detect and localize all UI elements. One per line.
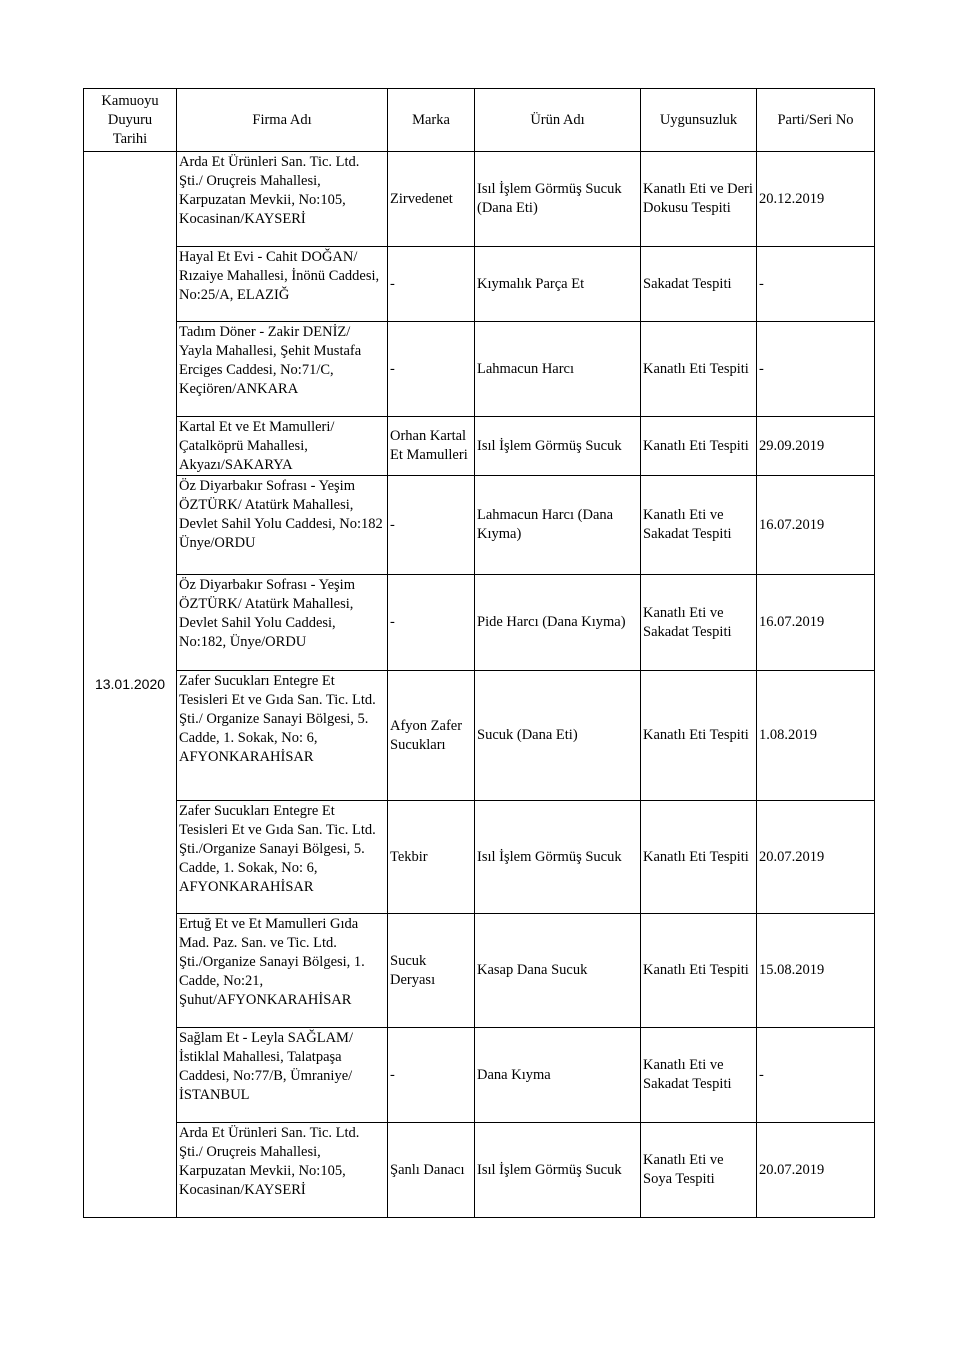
- cell-uygunsuzluk: Kanatlı Eti ve Soya Tespiti: [640, 1122, 757, 1218]
- header-marka: Marka: [387, 88, 475, 152]
- cell-marka: Şanlı Danacı: [387, 1122, 475, 1218]
- cell-uygunsuzluk: Kanatlı Eti ve Sakadat Tespiti: [640, 574, 757, 671]
- table-row: Kartal Et ve Et Mamulleri/ Çatalköprü Ma…: [84, 416, 875, 476]
- header-row: Kamuoyu Duyuru Tarihi Firma Adı Marka Ür…: [83, 88, 875, 152]
- table-row: Hayal Et Evi - Cahit DOĞAN/ Rızaiye Maha…: [84, 246, 875, 322]
- cell-marka: Tekbir: [387, 800, 475, 914]
- cell-parti: 16.07.2019: [756, 475, 875, 575]
- cell-uygunsuzluk: Kanatlı Eti Tespiti: [640, 800, 757, 914]
- cell-parti: 1.08.2019: [756, 670, 875, 801]
- table-row: Zafer Sucukları Entegre Et Tesisleri Et …: [84, 800, 875, 914]
- table-row: Öz Diyarbakır Sofrası - Yeşim ÖZTÜRK/ At…: [84, 574, 875, 671]
- cell-parti: 15.08.2019: [756, 913, 875, 1028]
- cell-uygunsuzluk: Kanatlı Eti Tespiti: [640, 913, 757, 1028]
- cell-parti: -: [756, 1027, 875, 1123]
- cell-firma: Arda Et Ürünleri San. Tic. Ltd. Şti./ Or…: [176, 1122, 388, 1218]
- header-uygunsuzluk: Uygunsuzluk: [640, 88, 757, 152]
- cell-firma: Arda Et Ürünleri San. Tic. Ltd. Şti./ Or…: [176, 151, 388, 247]
- table-row: 13.01.2020 Arda Et Ürünleri San. Tic. Ltd…: [83, 151, 875, 1218]
- cell-firma: Tadım Döner - Zakir DENİZ/ Yayla Mahalle…: [176, 321, 388, 417]
- cell-firma: Zafer Sucukları Entegre Et Tesisleri Et …: [176, 670, 388, 801]
- cell-urun: Kıymalık Parça Et: [474, 246, 641, 322]
- cell-urun: Lahmacun Harcı (Dana Kıyma): [474, 475, 641, 575]
- cell-marka: Orhan Kartal Et Mamulleri: [387, 416, 475, 476]
- cell-marka: Zirvedenet: [387, 151, 475, 247]
- cell-uygunsuzluk: Kanatlı Eti ve Sakadat Tespiti: [640, 1027, 757, 1123]
- cell-firma: Öz Diyarbakır Sofrası - Yeşim ÖZTÜRK/ At…: [176, 475, 388, 575]
- cell-parti: -: [756, 246, 875, 322]
- cell-marka: Sucuk Deryası: [387, 913, 475, 1028]
- cell-uygunsuzluk: Kanatlı Eti ve Deri Dokusu Tespiti: [640, 151, 757, 247]
- announcement-date: 13.01.2020: [83, 151, 177, 1218]
- cell-urun: Isıl İşlem Görmüş Sucuk: [474, 1122, 641, 1218]
- header-parti: Parti/Seri No: [756, 88, 875, 152]
- cell-uygunsuzluk: Kanatlı Eti ve Sakadat Tespiti: [640, 475, 757, 575]
- header-firma: Firma Adı: [176, 88, 388, 152]
- cell-firma: Zafer Sucukları Entegre Et Tesisleri Et …: [176, 800, 388, 914]
- cell-uygunsuzluk: Kanatlı Eti Tespiti: [640, 416, 757, 476]
- table-row: Ertuğ Et ve Et Mamulleri Gıda Mad. Paz. …: [84, 913, 875, 1028]
- header-date: Kamuoyu Duyuru Tarihi: [83, 88, 177, 152]
- table-row: Zafer Sucukları Entegre Et Tesisleri Et …: [84, 670, 875, 801]
- cell-parti: -: [756, 321, 875, 417]
- cell-uygunsuzluk: Kanatlı Eti Tespiti: [640, 670, 757, 801]
- cell-urun: Isıl İşlem Görmüş Sucuk: [474, 800, 641, 914]
- cell-urun: Kasap Dana Sucuk: [474, 913, 641, 1028]
- cell-parti: 16.07.2019: [756, 574, 875, 671]
- cell-parti: 29.09.2019: [756, 416, 875, 476]
- cell-firma: Ertuğ Et ve Et Mamulleri Gıda Mad. Paz. …: [176, 913, 388, 1028]
- cell-urun: Dana Kıyma: [474, 1027, 641, 1123]
- cell-urun: Isıl İşlem Görmüş Sucuk: [474, 416, 641, 476]
- cell-marka: -: [387, 1027, 475, 1123]
- cell-urun: Pide Harcı (Dana Kıyma): [474, 574, 641, 671]
- cell-parti: 20.07.2019: [756, 1122, 875, 1218]
- cell-urun: Isıl İşlem Görmüş Sucuk (Dana Eti): [474, 151, 641, 247]
- cell-firma: Kartal Et ve Et Mamulleri/ Çatalköprü Ma…: [176, 416, 388, 476]
- cell-marka: Afyon Zafer Sucukları: [387, 670, 475, 801]
- cell-marka: -: [387, 246, 475, 322]
- cell-parti: 20.12.2019: [756, 151, 875, 247]
- cell-uygunsuzluk: Kanatlı Eti Tespiti: [640, 321, 757, 417]
- header-urun: Ürün Adı: [474, 88, 641, 152]
- recall-table: Kamuoyu Duyuru Tarihi Firma Adı Marka Ür…: [83, 88, 875, 1218]
- cell-urun: Sucuk (Dana Eti): [474, 670, 641, 801]
- cell-parti: 20.07.2019: [756, 800, 875, 914]
- cell-marka: -: [387, 321, 475, 417]
- table-row: Öz Diyarbakır Sofrası - Yeşim ÖZTÜRK/ At…: [84, 475, 875, 575]
- cell-firma: Sağlam Et - Leyla SAĞLAM/ İstiklal Mahal…: [176, 1027, 388, 1123]
- cell-firma: Öz Diyarbakır Sofrası - Yeşim ÖZTÜRK/ At…: [176, 574, 388, 671]
- cell-firma: Hayal Et Evi - Cahit DOĞAN/ Rızaiye Maha…: [176, 246, 388, 322]
- cell-urun: Lahmacun Harcı: [474, 321, 641, 417]
- table-row: Arda Et Ürünleri San. Tic. Ltd. Şti./ Or…: [84, 1122, 875, 1218]
- cell-marka: -: [387, 475, 475, 575]
- cell-marka: -: [387, 574, 475, 671]
- table-row: Tadım Döner - Zakir DENİZ/ Yayla Mahalle…: [84, 321, 875, 417]
- table-row: Sağlam Et - Leyla SAĞLAM/ İstiklal Mahal…: [84, 1027, 875, 1123]
- cell-uygunsuzluk: Sakadat Tespiti: [640, 246, 757, 322]
